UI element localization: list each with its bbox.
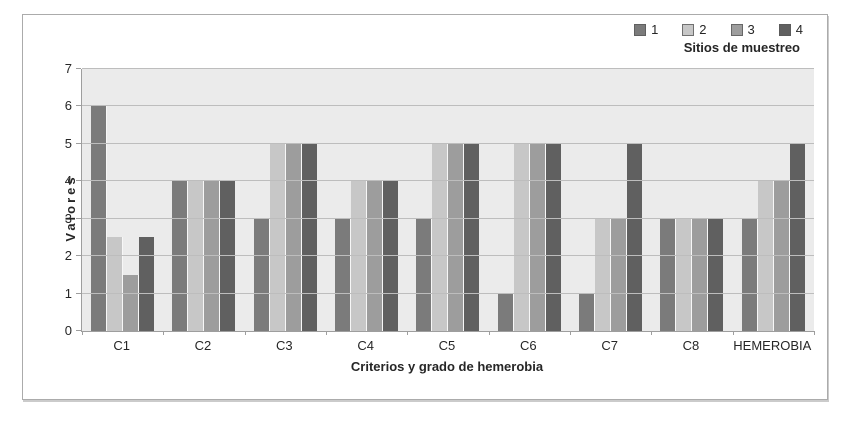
legend-item-label: 3 [747, 22, 755, 37]
x-axis-title: Criterios y grado de hemerobia [350, 359, 544, 374]
legend-item-3: 3 [730, 22, 755, 37]
category-label-C4: C4 [357, 338, 374, 353]
bar-series1-HEMEROBIA [741, 219, 758, 331]
bar-series1-C6 [497, 294, 514, 331]
legend-swatch-icon [730, 23, 743, 36]
y-axis-tick [76, 180, 81, 182]
y-axis-tick-label: 4 [64, 173, 72, 189]
legend-item-label: 2 [699, 22, 707, 37]
y-axis-tick [76, 105, 81, 107]
y-axis-tick [76, 142, 81, 144]
bar-series4-C3 [301, 144, 317, 331]
x-axis-tick [82, 331, 83, 335]
bar-series1-C8 [660, 219, 677, 331]
bar-series2-C8 [676, 219, 693, 331]
x-axis-tick [407, 331, 408, 335]
bar-series2-C7 [595, 219, 612, 331]
legend-item-label: 1 [651, 22, 659, 37]
y-axis-tick-label: 6 [64, 98, 72, 114]
category-label-C2: C2 [194, 338, 212, 353]
bar-series1-C3 [253, 219, 270, 331]
bar-series3-C8 [692, 219, 709, 331]
x-axis-tick [733, 331, 734, 335]
bar-group-C1 [82, 69, 163, 331]
bar-group-C7 [570, 69, 651, 331]
gridline [82, 142, 814, 144]
legend-item-2: 2 [682, 22, 707, 37]
gridline [82, 105, 814, 107]
legend-swatch-icon [634, 23, 647, 36]
y-axis-tick [76, 255, 81, 257]
bar-series3-C7 [611, 219, 628, 331]
x-axis-tick [651, 331, 652, 335]
bar-series1-C5 [416, 219, 433, 331]
y-axis-title: Valores [63, 174, 78, 242]
bar-series2-C5 [432, 144, 449, 331]
bar-series4-C6 [545, 144, 561, 331]
x-axis-tick [814, 331, 815, 335]
bar-series4-C7 [627, 144, 643, 331]
legend-title: Sitios de muestreo [683, 40, 800, 55]
gridline [82, 292, 814, 294]
legend-item-4: 4 [778, 22, 803, 37]
bar-series3-C1 [123, 275, 140, 331]
legend-swatch-icon [682, 23, 695, 36]
bar-series2-C1 [107, 237, 124, 331]
y-axis-tick-label: 2 [64, 248, 72, 264]
bar-group-C3 [245, 69, 326, 331]
plot-area: 0 1 2 3 4 5 6 7 [65, 61, 815, 338]
x-axis-tick [245, 331, 246, 335]
y-axis-tick-label: 0 [64, 323, 72, 338]
bar-series4-HEMEROBIA [789, 144, 805, 331]
bar-series3-C5 [448, 144, 465, 331]
bar-series2-C3 [269, 144, 286, 331]
legend-item-1: 1 [634, 22, 658, 37]
gridline [82, 217, 814, 219]
gridline [82, 68, 814, 69]
bar-series1-C7 [579, 294, 596, 331]
gridline [82, 255, 814, 257]
category-label-C8: C8 [682, 338, 700, 353]
y-axis-tick [76, 292, 81, 294]
category-label-C1: C1 [113, 338, 130, 353]
legend: 1 2 3 4 [634, 22, 803, 37]
y-axis-tick [76, 217, 81, 219]
bar-series3-C6 [529, 144, 546, 331]
x-axis-tick [326, 331, 327, 335]
category-label-C7: C7 [601, 338, 618, 353]
category-label-C6: C6 [519, 338, 537, 353]
gridline [82, 180, 814, 182]
category-label-C5: C5 [438, 338, 456, 353]
bar-group-C6 [489, 69, 570, 331]
category-label-C3: C3 [276, 338, 293, 353]
bar-group-C5 [407, 69, 488, 331]
x-axis-tick [570, 331, 571, 335]
bar-series4-C8 [708, 219, 724, 331]
y-axis-tick-label: 7 [64, 61, 72, 76]
x-axis-tick [489, 331, 490, 335]
y-axis-tick [76, 68, 81, 69]
bar-series2-C6 [513, 144, 530, 331]
category-axis-labels: C1 C2 C3 C4 C5 C6 C7 C8 HEMEROBIA [81, 337, 813, 355]
bar-group-C8 [651, 69, 732, 331]
y-axis-tick-label: 3 [64, 210, 72, 226]
legend-item-label: 4 [795, 22, 803, 37]
y-axis-tick [76, 330, 81, 331]
legend-swatch-icon [778, 23, 791, 36]
y-axis-tick-label: 1 [64, 285, 72, 301]
x-axis-tick [163, 331, 164, 335]
bar-series4-C5 [464, 144, 480, 331]
category-label-HEMEROBIA: HEMEROBIA [733, 338, 812, 353]
bar-series4-C1 [139, 237, 155, 331]
bar-series3-C3 [285, 144, 302, 331]
bar-series1-C4 [335, 219, 352, 331]
y-axis-tick-label: 5 [64, 135, 72, 151]
